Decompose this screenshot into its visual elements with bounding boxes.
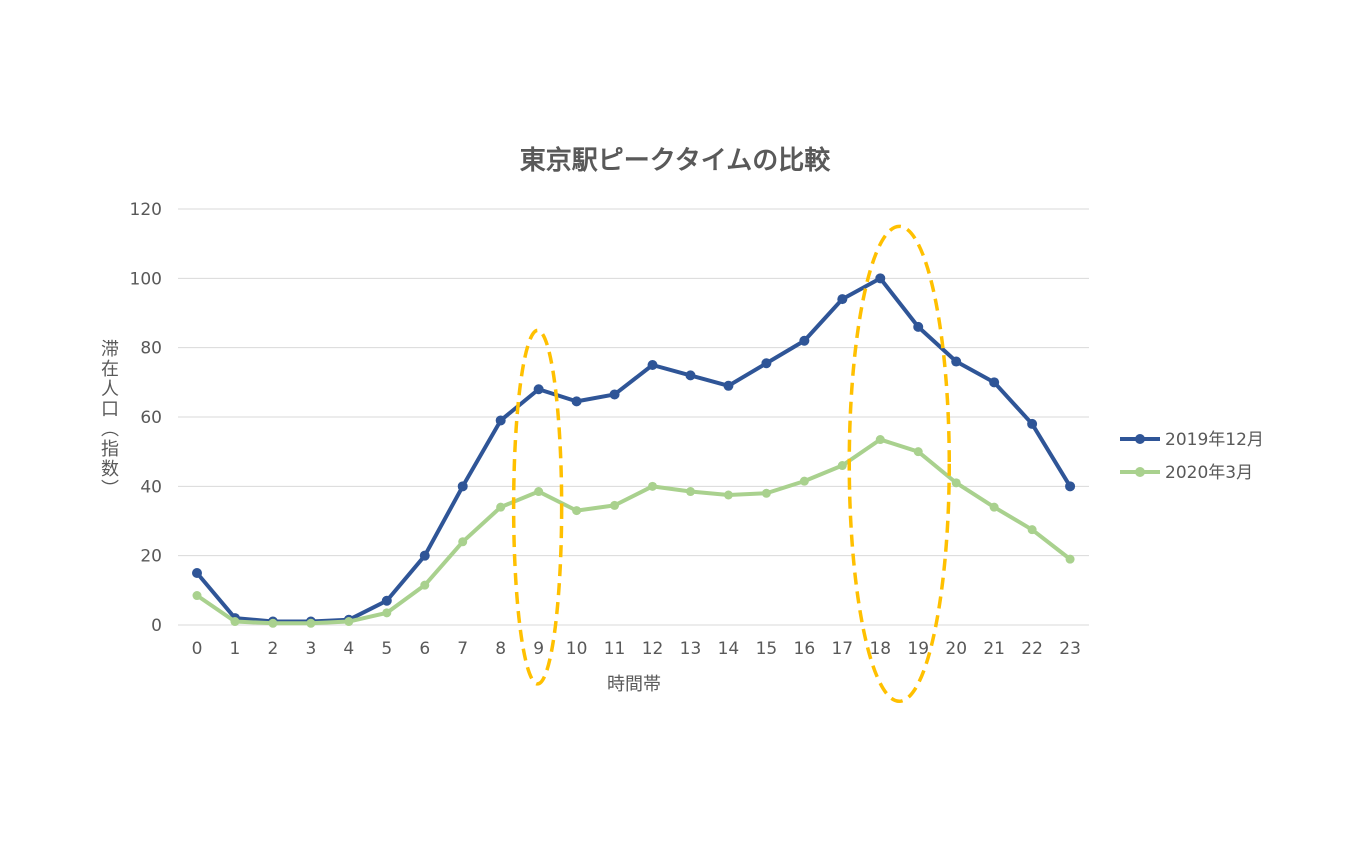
data-point	[192, 568, 202, 578]
y-tick-label: 20	[140, 547, 162, 567]
x-tick-label: 5	[381, 639, 392, 659]
x-tick-label: 2	[268, 639, 279, 659]
x-tick-label: 9	[533, 639, 544, 659]
gridlines	[178, 208, 1089, 626]
legend-label: 2020年3月	[1165, 463, 1253, 483]
x-tick-label: 15	[756, 639, 778, 659]
y-tick-label: 60	[140, 408, 162, 428]
data-point	[951, 478, 961, 488]
data-point	[420, 580, 430, 590]
legend-swatch-marker	[1135, 467, 1145, 477]
data-point	[761, 488, 771, 498]
y-tick-label: 100	[130, 269, 162, 289]
x-tick-label: 17	[831, 639, 853, 659]
x-tick-label: 22	[1021, 639, 1043, 659]
data-point	[192, 591, 202, 601]
chart-title: 東京駅ピークタイムの比較	[520, 145, 831, 176]
x-tick-label: 16	[794, 639, 816, 659]
x-tick-label: 4	[343, 639, 354, 659]
data-point	[647, 360, 658, 370]
data-point	[989, 377, 1000, 388]
data-point	[534, 487, 544, 497]
data-point	[571, 396, 582, 407]
series-group	[192, 273, 1076, 628]
data-point	[382, 608, 392, 618]
x-tick-label: 7	[457, 639, 468, 659]
y-axis-title-text: 滞在人口︵指数︶	[101, 339, 119, 500]
data-point	[913, 447, 923, 457]
data-point	[496, 502, 506, 512]
data-point	[230, 617, 240, 627]
legend: 2019年12月 2020年3月	[1120, 430, 1264, 483]
data-point	[1027, 525, 1037, 535]
series-0	[192, 273, 1076, 627]
data-point	[457, 481, 468, 492]
legend-label: 2019年12月	[1165, 430, 1264, 450]
x-tick-label: 14	[718, 639, 740, 659]
x-tick-label: 8	[495, 639, 506, 659]
y-tick-label: 0	[151, 616, 162, 636]
y-tick-label: 80	[140, 339, 162, 359]
x-axis-ticks: 0 1 2 3 4 5 6 7 8 9 10 11 12 13 14 15 16 17 18 19 20 21 22 23	[192, 639, 1081, 659]
legend-item: 2020年3月	[1120, 463, 1253, 483]
data-point	[799, 476, 809, 486]
highlight-ellipse	[511, 328, 564, 686]
x-tick-label: 11	[604, 639, 626, 659]
x-tick-label: 1	[230, 639, 241, 659]
data-point	[1065, 481, 1076, 492]
data-point	[723, 380, 734, 391]
x-tick-label: 13	[680, 639, 702, 659]
data-point	[685, 487, 695, 497]
legend-item: 2019年12月	[1120, 430, 1264, 450]
data-point	[609, 389, 620, 400]
x-tick-label: 0	[192, 639, 203, 659]
data-point	[837, 294, 848, 305]
data-point	[419, 550, 430, 561]
x-tick-label: 21	[983, 639, 1005, 659]
series-line	[195, 437, 1072, 626]
data-point	[913, 321, 924, 332]
x-tick-label: 3	[305, 639, 316, 659]
data-point	[761, 358, 772, 369]
data-point	[685, 370, 696, 381]
data-point	[306, 618, 316, 628]
x-tick-label: 12	[642, 639, 664, 659]
data-point	[1065, 554, 1075, 564]
x-tick-label: 6	[419, 639, 430, 659]
data-point	[989, 502, 999, 512]
data-point	[572, 506, 582, 516]
x-tick-label: 23	[1059, 639, 1081, 659]
legend-swatch-marker	[1135, 434, 1145, 444]
data-point	[344, 617, 354, 627]
data-point	[951, 356, 962, 367]
y-axis-ticks: 0 20 40 60 80 100 120	[130, 200, 162, 636]
series-1	[192, 435, 1075, 628]
series-line	[195, 276, 1072, 624]
x-tick-label: 18	[869, 639, 891, 659]
data-point	[268, 618, 278, 628]
y-axis-title: 滞在人口︵指数︶	[101, 339, 119, 500]
x-tick-label: 10	[566, 639, 588, 659]
data-point	[723, 490, 733, 500]
highlight-ellipse	[847, 224, 952, 704]
data-point	[799, 335, 810, 346]
data-point	[875, 435, 885, 445]
annotations	[511, 224, 952, 704]
data-point	[610, 500, 620, 510]
data-point	[875, 273, 886, 284]
data-point	[837, 461, 847, 471]
x-tick-label: 20	[945, 639, 967, 659]
data-point	[1027, 418, 1038, 429]
data-point	[381, 595, 392, 606]
y-tick-label: 40	[140, 477, 162, 497]
data-point	[495, 415, 506, 426]
data-point	[648, 481, 658, 491]
data-point	[533, 384, 544, 395]
x-tick-label: 19	[907, 639, 929, 659]
data-point	[458, 537, 468, 547]
x-axis-title: 時間帯	[607, 674, 661, 695]
y-tick-label: 120	[130, 200, 162, 220]
